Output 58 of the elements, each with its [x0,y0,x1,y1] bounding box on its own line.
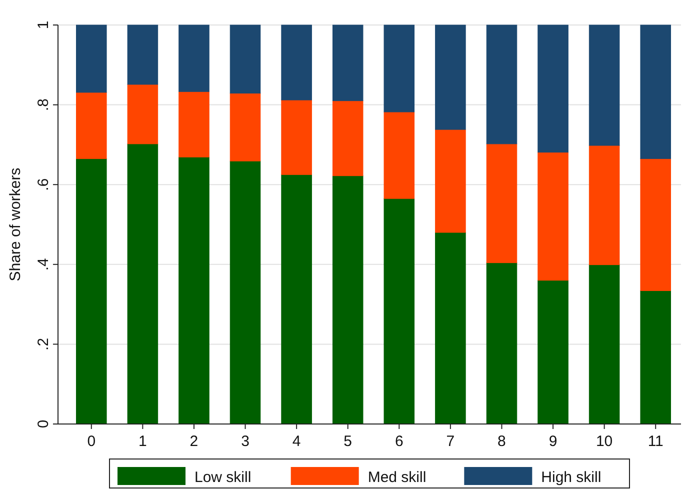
bar [76,158,107,424]
x-tick-label: 7 [446,433,455,450]
bar [127,144,158,424]
bar [230,160,261,424]
bar [486,144,518,264]
bar [486,262,518,424]
x-tick-label: 8 [498,433,506,450]
bar [640,290,671,424]
legend-label: Low skill [194,469,252,486]
y-axis-title: Share of workers [7,168,24,282]
x-tick-label: 3 [241,433,250,450]
x-tick-label: 5 [344,433,352,450]
bar [640,158,671,291]
legend-label: Med skill [368,469,426,486]
y-tick-label: 1 [35,20,52,30]
bar [281,24,312,100]
y-tick-label: .6 [35,178,52,191]
bar [230,24,261,94]
bar [384,198,415,424]
bar [588,264,620,424]
y-tick-label: .2 [35,338,52,350]
bar [435,232,466,424]
bar [332,24,364,102]
bar [588,24,620,146]
bar [332,100,364,176]
bar [588,145,620,266]
bar [538,152,568,281]
bar [178,156,210,424]
x-tick-label: 9 [548,433,558,450]
bar [127,84,158,144]
bar [178,91,210,158]
x-tick-label: 4 [292,433,301,450]
bar [332,176,364,424]
x-tick-label: 10 [596,433,613,450]
bar [281,174,312,424]
bar [76,24,107,93]
x-tick-label: 1 [138,433,147,450]
x-tick-label: 6 [394,433,404,450]
x-tick-label: 0 [87,433,96,450]
bar [384,112,415,199]
x-tick-label: 11 [648,433,664,450]
bar [281,100,312,175]
bar [640,24,671,159]
bar [76,92,107,159]
bar [538,280,568,424]
legend-label: High skill [541,469,602,486]
y-tick-label: 0 [35,420,52,428]
bar [127,24,158,85]
bar [435,24,466,130]
bar [538,24,568,153]
bar [486,24,518,144]
bar [178,24,210,92]
bar [384,24,415,112]
bar [435,129,466,233]
bar [230,92,261,162]
y-tick-label: .4 [35,258,52,271]
x-tick-label: 2 [190,433,198,450]
y-tick-label: .8 [35,98,52,112]
